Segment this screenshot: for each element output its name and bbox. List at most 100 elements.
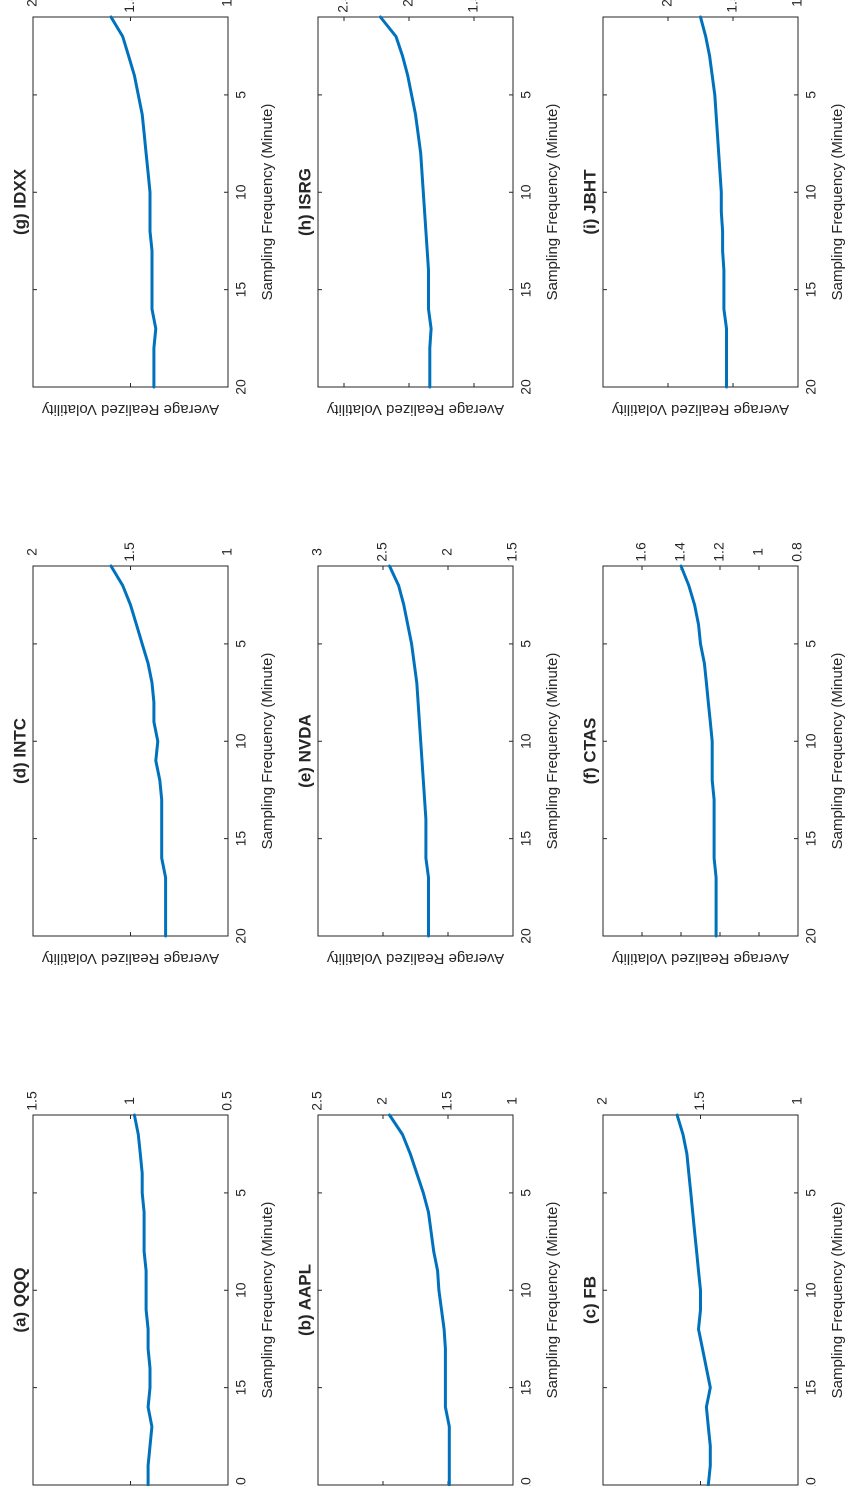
x-axis-label: Sampling Frequency (Minute) bbox=[829, 104, 846, 301]
y-tick-label: 2 bbox=[594, 1097, 610, 1105]
y-tick-label: 1.5 bbox=[724, 0, 740, 13]
panel-title: (g) IDXX bbox=[10, 168, 29, 235]
series-line bbox=[699, 15, 728, 389]
panel-title: (d) INTC bbox=[10, 718, 29, 784]
x-tick-label: 20 bbox=[803, 379, 819, 395]
x-tick-label: 10 bbox=[233, 733, 249, 749]
y-axis-label: Average Realized Volatility bbox=[41, 950, 219, 967]
x-tick-label: 15 bbox=[518, 1380, 534, 1396]
y-tick-label: 1.5 bbox=[121, 0, 137, 13]
x-tick-label: 5 bbox=[233, 640, 249, 648]
x-tick-label: 10 bbox=[518, 733, 534, 749]
chart-panel: 5 10 15 20 1 1.5 2 (c) FB Sampling Frequency (Mi… bbox=[580, 1091, 846, 1486]
y-tick-label: 2 bbox=[439, 548, 455, 556]
chart-panel: 5 10 15 20 1 1.5 2 (g) IDXX Sampling Frequency (… bbox=[10, 0, 275, 418]
x-tick-label: 15 bbox=[803, 282, 819, 298]
panel-title: (b) AAPL bbox=[295, 1264, 314, 1336]
x-tick-label: 20 bbox=[233, 928, 249, 944]
plot-frame bbox=[32, 16, 229, 388]
y-tick-label: 2.5 bbox=[335, 0, 351, 13]
x-axis-label: Sampling Frequency (Minute) bbox=[544, 104, 561, 301]
x-axis-label: Sampling Frequency (Minute) bbox=[259, 104, 276, 301]
chart-panel: 5 10 15 20 1.5 2 2.5 (h) ISRG Sampling Frequency… bbox=[295, 0, 560, 418]
chart-panel: 5 10 15 20 1 1.5 2 (d) INTC Sampling Frequency (… bbox=[10, 542, 275, 967]
x-tick-label: 15 bbox=[803, 1380, 819, 1396]
x-tick-label: 15 bbox=[518, 831, 534, 847]
y-tick-label: 1.2 bbox=[711, 542, 727, 562]
x-tick-label: 15 bbox=[233, 282, 249, 298]
plot-frame bbox=[602, 565, 799, 937]
plot-frame bbox=[317, 565, 514, 937]
y-tick-label: 0.5 bbox=[219, 1091, 235, 1111]
chart-panel: 5 10 15 20 0.5 1 1.5 (a) QQQ Sampling Frequency … bbox=[10, 1091, 276, 1486]
x-tick-label: 20 bbox=[233, 379, 249, 395]
y-tick-label: 1.5 bbox=[465, 0, 481, 13]
x-tick-label: 10 bbox=[518, 1282, 534, 1298]
series-line bbox=[378, 15, 433, 389]
panel-title: (a) QQQ bbox=[10, 1267, 29, 1332]
panel-title: (e) NVDA bbox=[295, 714, 314, 788]
panel-title: (h) ISRG bbox=[295, 168, 314, 236]
x-tick-label: 20 bbox=[803, 928, 819, 944]
series-line bbox=[679, 564, 718, 938]
x-tick-label: 15 bbox=[518, 282, 534, 298]
y-tick-label: 1.5 bbox=[691, 1091, 707, 1111]
y-tick-label: 1 bbox=[121, 1097, 137, 1105]
x-tick-label: 10 bbox=[233, 184, 249, 200]
plot-frame bbox=[32, 1114, 229, 1486]
x-tick-label: 5 bbox=[518, 91, 534, 99]
y-tick-label: 1.5 bbox=[439, 1091, 455, 1111]
y-tick-label: 2 bbox=[374, 1097, 390, 1105]
plot-frame bbox=[32, 565, 229, 937]
x-tick-label: 5 bbox=[233, 91, 249, 99]
plot-frame bbox=[602, 16, 799, 388]
x-tick-label: 10 bbox=[803, 1282, 819, 1298]
panel-title: (f) CTAS bbox=[580, 718, 599, 785]
x-axis-label: Sampling Frequency (Minute) bbox=[259, 1202, 276, 1399]
y-axis-label: Average Realized Volatility bbox=[326, 401, 504, 418]
x-tick-label: 20 bbox=[518, 379, 534, 395]
x-axis-label: Sampling Frequency (Minute) bbox=[544, 1202, 561, 1399]
y-tick-label: 1.5 bbox=[504, 542, 520, 562]
x-tick-label: 5 bbox=[803, 1189, 819, 1197]
x-axis-label: Sampling Frequency (Minute) bbox=[829, 653, 846, 850]
series-line bbox=[109, 564, 168, 938]
chart-panel: 5 10 15 20 1 1.5 2 (i) JBHT Sampling Frequency (… bbox=[580, 0, 845, 418]
y-tick-label: 3 bbox=[309, 548, 325, 556]
x-tick-label: 10 bbox=[233, 1282, 249, 1298]
y-tick-label: 2 bbox=[24, 0, 40, 7]
x-tick-label: 15 bbox=[803, 831, 819, 847]
x-tick-label: 5 bbox=[518, 1189, 534, 1197]
chart-panel: 5 10 15 20 1 1.5 2 2.5 (b) AAPL Sampling Frequenc… bbox=[295, 1091, 561, 1486]
y-tick-label: 1 bbox=[789, 1097, 805, 1105]
series-line bbox=[675, 1113, 712, 1486]
x-tick-label: 15 bbox=[233, 1380, 249, 1396]
y-tick-label: 1 bbox=[750, 548, 766, 556]
y-tick-label: 1 bbox=[504, 1097, 520, 1105]
y-tick-label: 2 bbox=[659, 0, 675, 7]
x-axis-label: Sampling Frequency (Minute) bbox=[259, 653, 276, 850]
y-tick-label: 2 bbox=[24, 548, 40, 556]
y-tick-label: 1 bbox=[789, 0, 805, 7]
series-line bbox=[109, 15, 158, 389]
x-axis-label: Sampling Frequency (Minute) bbox=[829, 1202, 846, 1399]
series-line bbox=[132, 1113, 154, 1486]
y-tick-label: 1.4 bbox=[672, 542, 688, 562]
x-tick-label: 10 bbox=[803, 733, 819, 749]
x-axis-label: Sampling Frequency (Minute) bbox=[544, 653, 561, 850]
x-tick-label: 20 bbox=[518, 1477, 534, 1486]
y-tick-label: 2.5 bbox=[374, 542, 390, 562]
x-tick-label: 15 bbox=[233, 831, 249, 847]
x-tick-label: 5 bbox=[518, 640, 534, 648]
x-tick-label: 5 bbox=[233, 1189, 249, 1197]
x-tick-label: 20 bbox=[233, 1477, 249, 1486]
y-tick-label: 1 bbox=[219, 548, 235, 556]
y-tick-label: 1.6 bbox=[633, 542, 649, 562]
y-axis-label: Average Realized Volatility bbox=[41, 401, 219, 418]
y-axis-label: Average Realized Volatility bbox=[611, 950, 789, 967]
y-tick-label: 1 bbox=[219, 0, 235, 7]
plot-frame bbox=[317, 16, 514, 388]
x-tick-label: 5 bbox=[803, 640, 819, 648]
y-axis-label: Average Realized Volatility bbox=[611, 401, 789, 418]
